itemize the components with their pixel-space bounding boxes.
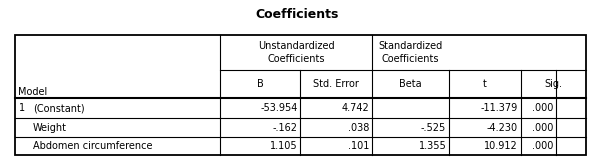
Text: -4.230: -4.230 bbox=[487, 123, 518, 133]
Text: .000: .000 bbox=[532, 123, 553, 133]
Text: -53.954: -53.954 bbox=[260, 103, 298, 113]
Text: 10.912: 10.912 bbox=[484, 141, 518, 151]
Text: -.525: -.525 bbox=[421, 123, 446, 133]
Text: Unstandardized
Coefficients: Unstandardized Coefficients bbox=[258, 41, 334, 64]
Text: 1.355: 1.355 bbox=[418, 141, 446, 151]
Text: t: t bbox=[483, 79, 487, 89]
Text: Coefficients: Coefficients bbox=[256, 8, 339, 21]
Text: 4.742: 4.742 bbox=[341, 103, 369, 113]
Text: 1.105: 1.105 bbox=[270, 141, 298, 151]
Text: .000: .000 bbox=[532, 103, 553, 113]
Text: .038: .038 bbox=[347, 123, 369, 133]
Text: Abdomen circumference: Abdomen circumference bbox=[33, 141, 152, 151]
Text: -.162: -.162 bbox=[273, 123, 298, 133]
Text: Sig.: Sig. bbox=[544, 79, 562, 89]
Text: .000: .000 bbox=[532, 141, 553, 151]
Text: Model: Model bbox=[18, 87, 48, 97]
Text: 1: 1 bbox=[19, 103, 25, 113]
Text: .101: .101 bbox=[347, 141, 369, 151]
Text: Beta: Beta bbox=[399, 79, 422, 89]
Text: B: B bbox=[257, 79, 264, 89]
Text: Weight: Weight bbox=[33, 123, 67, 133]
Text: Std. Error: Std. Error bbox=[313, 79, 359, 89]
Text: (Constant): (Constant) bbox=[33, 103, 84, 113]
Text: -11.379: -11.379 bbox=[480, 103, 518, 113]
Text: Standardized
Coefficients: Standardized Coefficients bbox=[378, 41, 443, 64]
